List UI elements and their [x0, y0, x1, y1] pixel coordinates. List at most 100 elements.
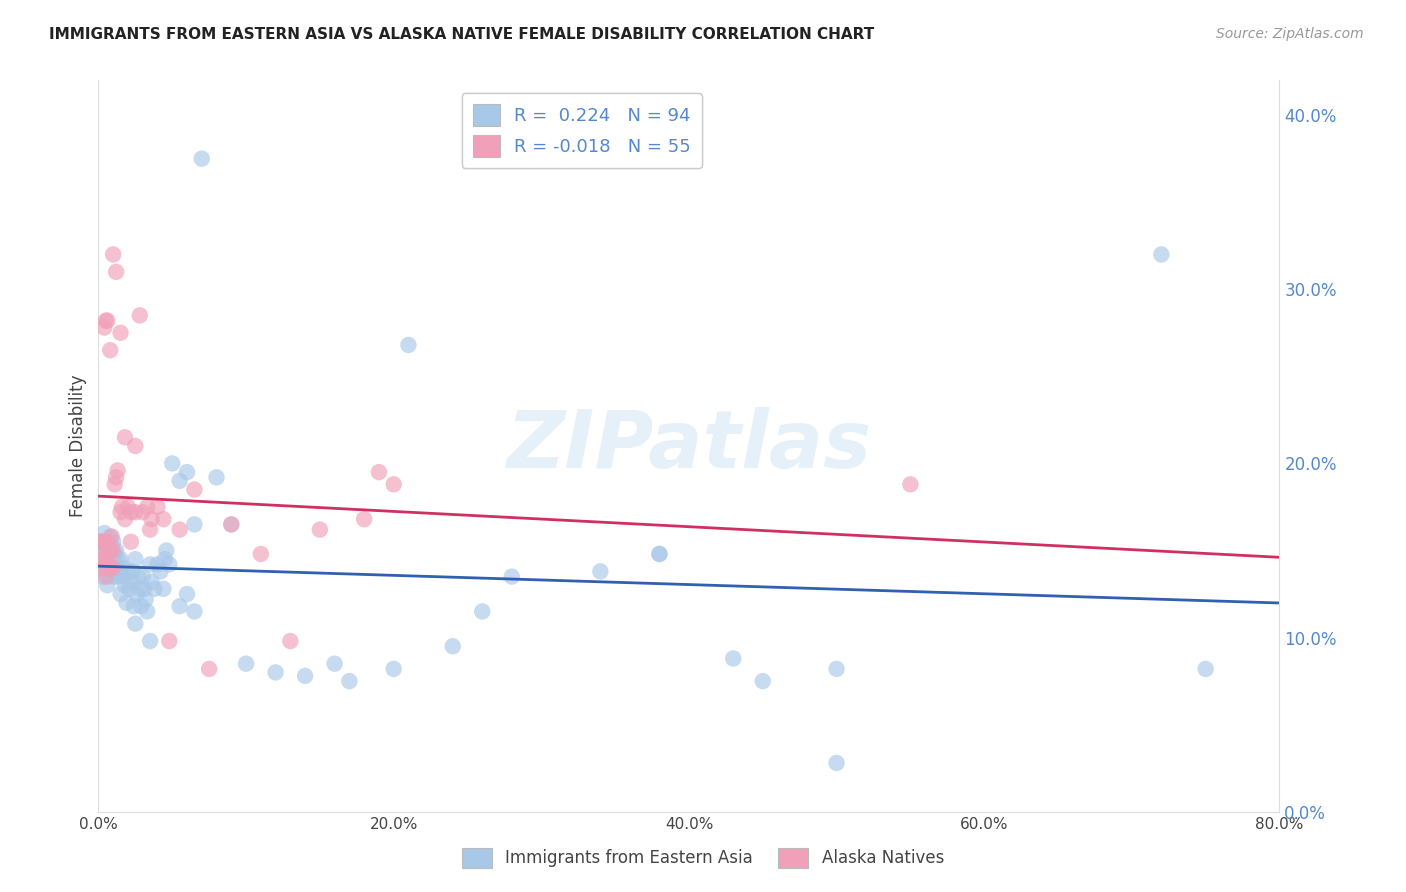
Point — [90, 561, 112, 575]
Point — [152, 582, 174, 596]
Point — [149, 565, 172, 579]
Point — [132, 569, 155, 583]
Point — [107, 552, 129, 566]
Point — [120, 534, 142, 549]
Point — [139, 558, 162, 572]
Point — [1195, 662, 1218, 676]
Point — [752, 674, 775, 689]
Point — [157, 634, 180, 648]
Point — [825, 662, 848, 676]
Point — [114, 430, 136, 444]
Point — [96, 578, 118, 592]
Point — [121, 565, 143, 579]
Point — [94, 547, 117, 561]
Point — [90, 534, 112, 549]
Point — [128, 309, 150, 323]
Point — [117, 565, 139, 579]
Point — [115, 596, 138, 610]
Point — [139, 523, 162, 537]
Point — [183, 517, 205, 532]
Point — [353, 512, 375, 526]
Point — [104, 547, 127, 561]
Point — [152, 512, 174, 526]
Point — [103, 569, 125, 583]
Point — [294, 669, 316, 683]
Point — [128, 582, 150, 596]
Point — [111, 569, 134, 583]
Y-axis label: Female Disability: Female Disability — [69, 375, 87, 517]
Point — [120, 505, 142, 519]
Point — [96, 561, 118, 575]
Point — [89, 534, 111, 549]
Point — [127, 569, 149, 583]
Point — [146, 558, 169, 572]
Point — [100, 540, 122, 554]
Point — [398, 338, 420, 352]
Point — [471, 604, 494, 618]
Point — [94, 565, 117, 579]
Point — [105, 561, 128, 575]
Point — [141, 512, 163, 526]
Point — [183, 604, 205, 618]
Point — [146, 500, 169, 514]
Point — [825, 756, 848, 770]
Text: IMMIGRANTS FROM EASTERN ASIA VS ALASKA NATIVE FEMALE DISABILITY CORRELATION CHAR: IMMIGRANTS FROM EASTERN ASIA VS ALASKA N… — [49, 27, 875, 42]
Point — [198, 662, 221, 676]
Point — [110, 326, 132, 340]
Point — [323, 657, 346, 671]
Point — [97, 552, 120, 566]
Point — [96, 313, 118, 327]
Point — [100, 530, 122, 544]
Point — [136, 500, 159, 514]
Point — [162, 457, 183, 471]
Point — [141, 574, 163, 589]
Point — [90, 543, 112, 558]
Point — [100, 558, 122, 572]
Point — [501, 569, 523, 583]
Point — [97, 543, 120, 558]
Point — [589, 565, 612, 579]
Point — [176, 587, 198, 601]
Legend: R =  0.224   N = 94, R = -0.018   N = 55: R = 0.224 N = 94, R = -0.018 N = 55 — [461, 93, 702, 168]
Point — [120, 574, 142, 589]
Point — [104, 565, 127, 579]
Point — [105, 543, 128, 558]
Point — [124, 552, 146, 566]
Point — [111, 500, 134, 514]
Point — [90, 552, 112, 566]
Point — [132, 505, 155, 519]
Point — [97, 561, 120, 575]
Point — [93, 561, 115, 575]
Point — [139, 634, 162, 648]
Point — [89, 552, 111, 566]
Point — [94, 313, 117, 327]
Point — [98, 547, 121, 561]
Point — [176, 465, 198, 479]
Point — [339, 674, 361, 689]
Point — [91, 552, 114, 566]
Point — [122, 599, 145, 614]
Point — [94, 569, 117, 583]
Point — [110, 505, 132, 519]
Point — [648, 547, 671, 561]
Point — [105, 470, 128, 484]
Point — [368, 465, 391, 479]
Point — [235, 657, 257, 671]
Point — [104, 477, 127, 491]
Point — [153, 552, 176, 566]
Point — [93, 543, 115, 558]
Point — [155, 543, 177, 558]
Point — [205, 470, 228, 484]
Point — [105, 265, 128, 279]
Point — [143, 582, 166, 596]
Point — [723, 651, 745, 665]
Point — [124, 505, 146, 519]
Point — [250, 547, 273, 561]
Point — [441, 640, 464, 654]
Point — [264, 665, 287, 680]
Point — [157, 558, 180, 572]
Point — [96, 534, 118, 549]
Point — [98, 543, 121, 558]
Point — [382, 477, 405, 491]
Point — [309, 523, 332, 537]
